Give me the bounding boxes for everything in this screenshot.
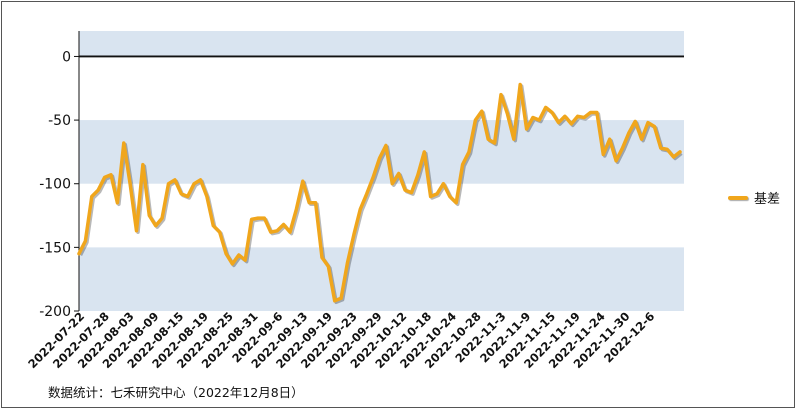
- y-tick-label: -100: [39, 177, 71, 193]
- y-axis-ticks: 0 -50 -100 -150 -200: [39, 49, 79, 320]
- shaded-bands: [78, 31, 684, 311]
- series-line-0: [77, 82, 682, 303]
- shaded-band-2: [79, 247, 684, 311]
- legend: 基差: [728, 188, 780, 207]
- y-tick-label: 0: [62, 49, 71, 65]
- series-layer: [77, 82, 683, 305]
- shaded-band-0: [79, 31, 684, 57]
- y-tick-label: -150: [39, 240, 71, 256]
- legend-label: 基差: [754, 192, 781, 207]
- legend-swatch: [728, 195, 748, 200]
- y-tick-label: -50: [48, 113, 71, 129]
- source-note: 数据统计：七禾研究中心（2022年12月8日）: [48, 385, 304, 400]
- x-axis-ticks: 2022-07-222022-07-282022-08-032022-08-09…: [25, 309, 657, 371]
- y-tick-label: -200: [39, 304, 71, 320]
